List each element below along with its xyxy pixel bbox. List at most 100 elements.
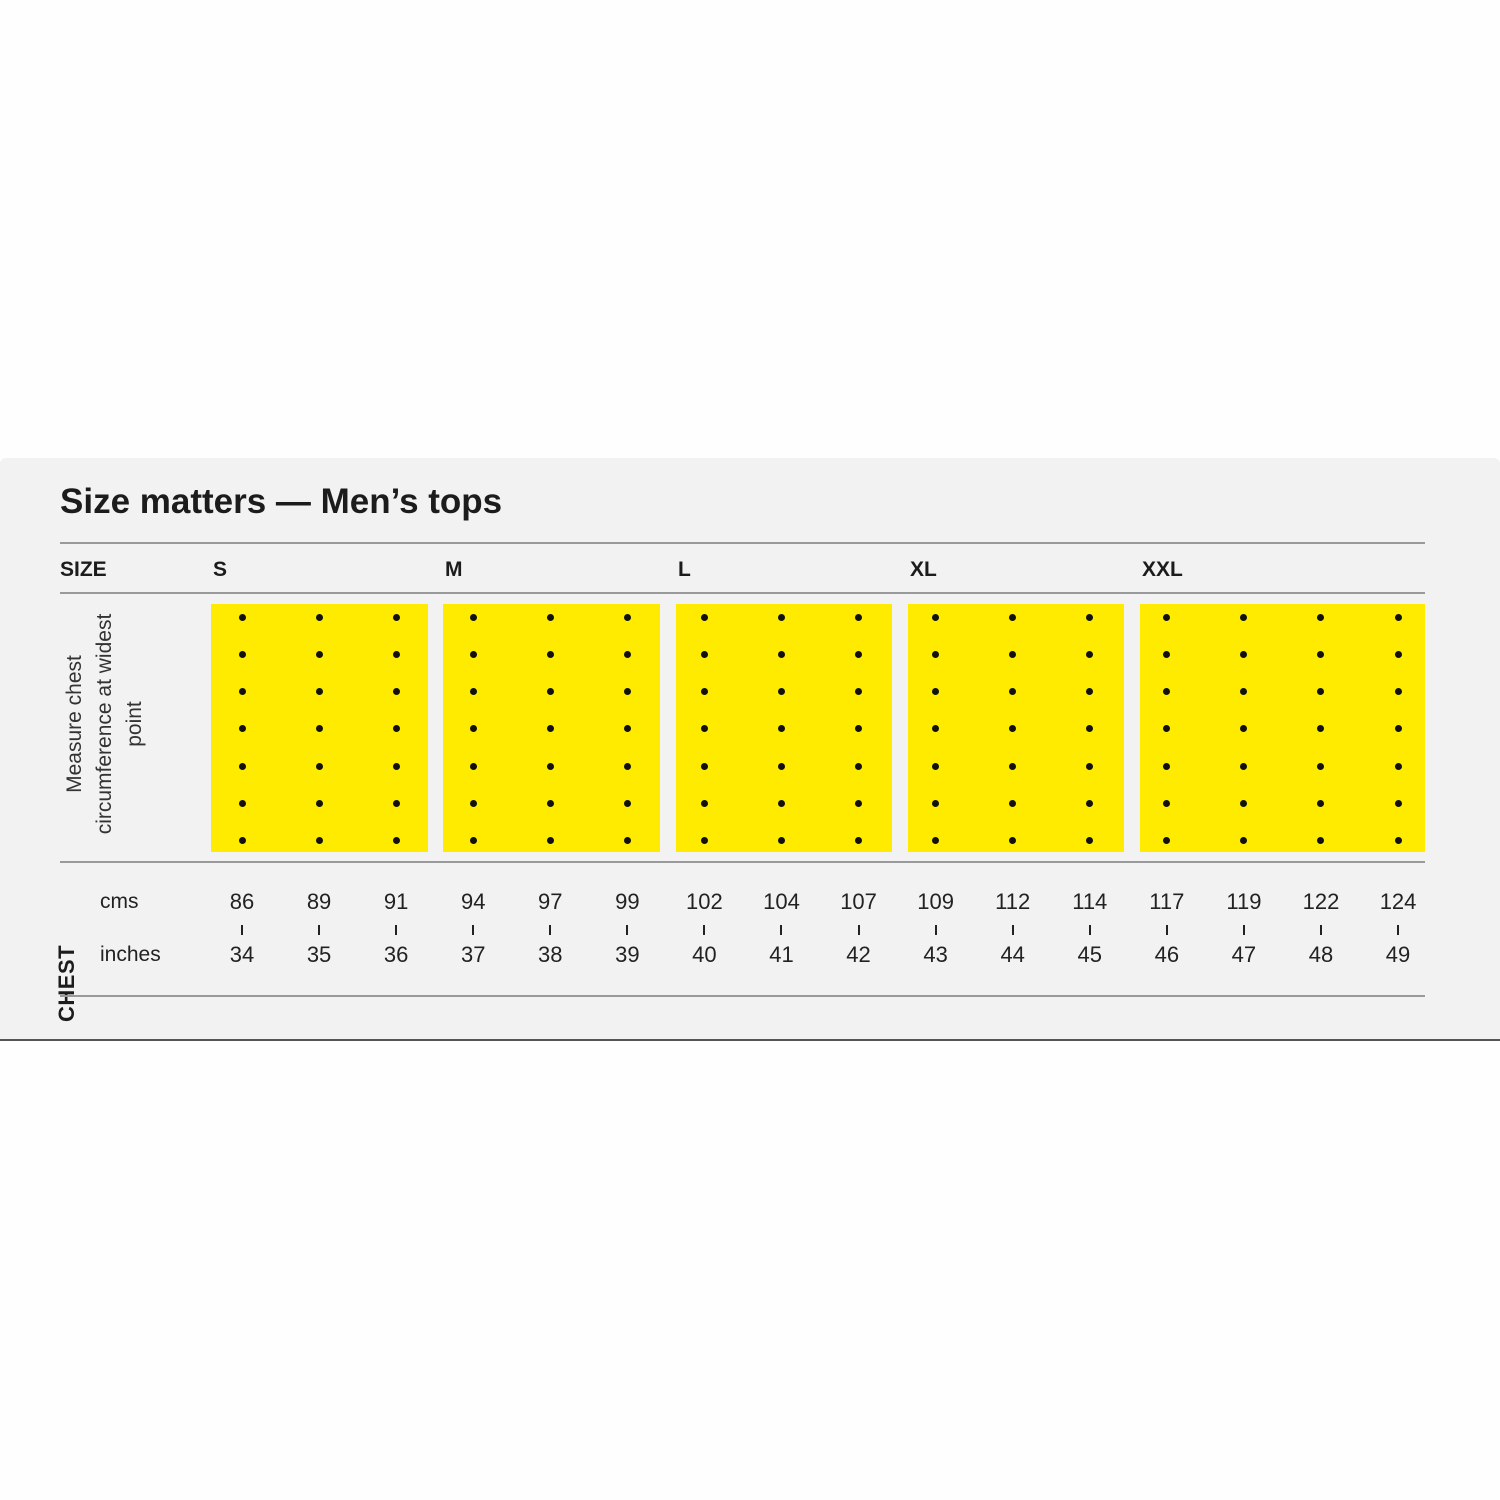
dot-marker (546, 836, 554, 844)
dot-marker (932, 762, 940, 770)
unit-inches: inches (100, 943, 161, 966)
dot-marker (238, 762, 246, 770)
dot-marker (623, 836, 631, 844)
dot-marker (1086, 687, 1094, 695)
dot-marker (469, 613, 477, 621)
dot-marker (546, 762, 554, 770)
dot-marker (855, 613, 863, 621)
dot-marker (777, 836, 785, 844)
cms-value: 117 (1149, 889, 1185, 914)
cms-value: 104 (763, 889, 800, 914)
dot-marker (932, 836, 940, 844)
dot-marker (1163, 687, 1171, 695)
dot-marker (623, 687, 631, 695)
divider (60, 592, 1425, 594)
size-header: SIZE (60, 558, 107, 581)
dot-marker (700, 613, 708, 621)
dot-marker (546, 799, 554, 807)
dot-marker (1009, 687, 1017, 695)
dot-marker (238, 687, 246, 695)
dot-marker (469, 687, 477, 695)
tick-mark (626, 925, 629, 935)
dot-marker (1317, 724, 1325, 732)
size-label-xxl: XXL (1142, 558, 1183, 581)
size-label-m: M (445, 558, 463, 581)
dot-marker (700, 650, 708, 658)
cms-value: 122 (1302, 889, 1340, 914)
dot-marker (1394, 762, 1402, 770)
inches-value: 43 (923, 942, 948, 967)
inches-value: 39 (615, 942, 640, 967)
dot-marker (932, 724, 940, 732)
size-label-l: L (678, 558, 691, 581)
inches-value: 36 (383, 942, 409, 967)
tick-mark (703, 925, 706, 935)
dot-marker (315, 799, 323, 807)
cms-value: 89 (306, 889, 332, 914)
dot-marker (623, 613, 631, 621)
dot-marker (392, 650, 400, 658)
dot-marker (623, 724, 631, 732)
dot-marker (238, 799, 246, 807)
dot-marker (315, 650, 323, 658)
dot-marker (315, 613, 323, 621)
divider (60, 542, 1425, 544)
tick-mark (1165, 925, 1168, 935)
dot-marker (1086, 799, 1094, 807)
dot-marker (1009, 799, 1017, 807)
dot-marker (700, 687, 708, 695)
tick-mark (318, 925, 321, 935)
inches-value: 44 (1000, 942, 1025, 967)
dot-marker (1394, 724, 1402, 732)
dot-marker (777, 687, 785, 695)
inches-value: 34 (229, 942, 255, 967)
dot-marker (1317, 650, 1325, 658)
dot-marker (1317, 799, 1325, 807)
cms-value: 114 (1072, 889, 1108, 914)
dot-marker (855, 724, 863, 732)
dot-marker (1240, 836, 1248, 844)
inches-value: 45 (1077, 942, 1102, 967)
dot-marker (546, 724, 554, 732)
dot-marker (1317, 836, 1325, 844)
dot-marker (1086, 613, 1094, 621)
dot-marker (469, 799, 477, 807)
dot-marker (855, 799, 863, 807)
dot-marker (546, 613, 554, 621)
chest-label: CHEST (50, 942, 80, 1022)
dot-marker (392, 836, 400, 844)
dot-marker (1163, 799, 1171, 807)
dot-marker (1163, 650, 1171, 658)
tick-mark (857, 925, 860, 935)
inches-value: 42 (846, 942, 871, 967)
dot-marker (238, 836, 246, 844)
dot-marker (1163, 836, 1171, 844)
cms-value: 119 (1226, 889, 1262, 914)
dot-marker (1009, 724, 1017, 732)
dot-marker (855, 650, 863, 658)
measure-note-text: Measure chest circumference at widest po… (63, 613, 146, 835)
tick-mark (1242, 925, 1245, 935)
tick-mark (395, 925, 398, 935)
size-chart-panel: Size matters — Men’s tops SIZE Measure c… (0, 458, 1500, 1041)
dot-marker (932, 799, 940, 807)
cms-value: 94 (460, 889, 486, 914)
inches-value: 38 (538, 942, 563, 967)
dot-marker (700, 724, 708, 732)
tick-mark (1397, 925, 1400, 935)
tick-mark (1011, 925, 1014, 935)
dot-marker (1163, 724, 1171, 732)
cms-value: 109 (917, 889, 954, 914)
dot-marker (1394, 613, 1402, 621)
tick-mark (780, 925, 783, 935)
dot-marker (1240, 724, 1248, 732)
dot-marker (1240, 650, 1248, 658)
dot-marker (469, 650, 477, 658)
dot-marker (1317, 613, 1325, 621)
dot-marker (700, 762, 708, 770)
dot-marker (777, 613, 785, 621)
dot-marker (469, 724, 477, 732)
dot-marker (932, 650, 940, 658)
dot-marker (1394, 687, 1402, 695)
dot-marker (1394, 650, 1402, 658)
